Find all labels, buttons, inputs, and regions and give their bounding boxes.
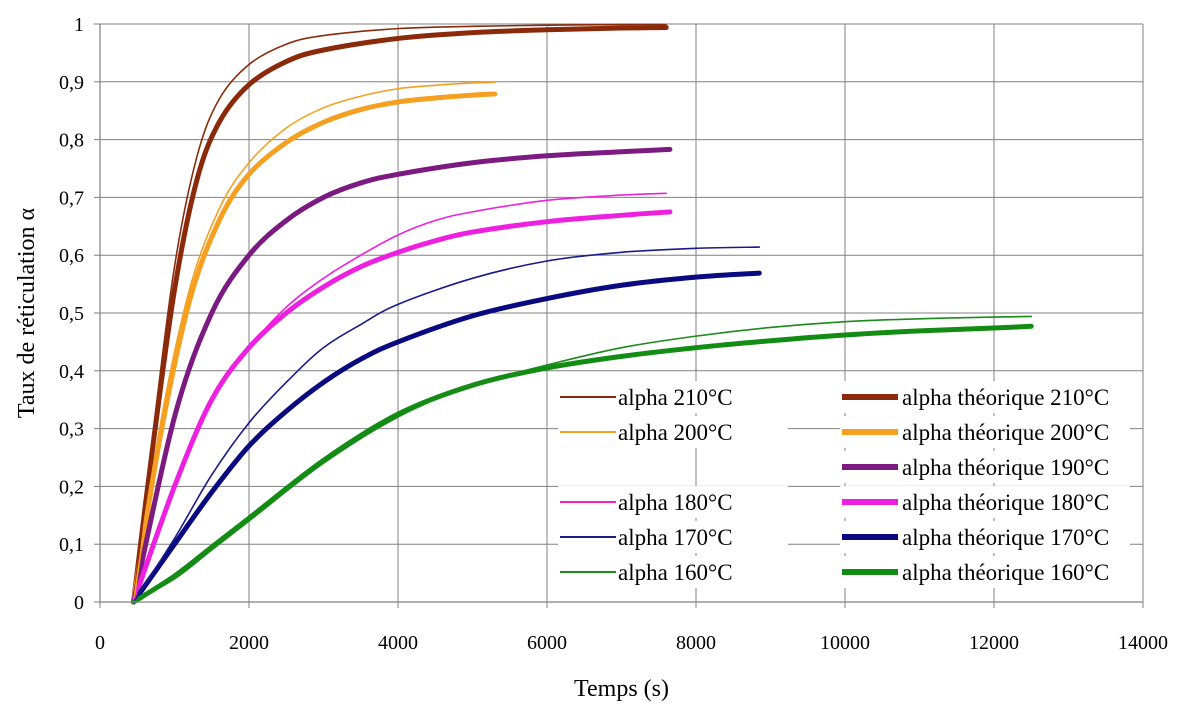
legend-label-alpha-th-orique-190-c: alpha théorique 190°C	[902, 455, 1109, 480]
x-tick-label: 2000	[229, 632, 269, 654]
x-axis-title: Temps (s)	[574, 676, 669, 702]
x-tick-label: 6000	[527, 632, 567, 654]
legend-label-alpha-th-orique-180-c: alpha théorique 180°C	[902, 490, 1109, 515]
grid	[100, 23, 1144, 603]
x-tick-label: 8000	[676, 632, 716, 654]
legend: alpha 210°C alpha 200°C alpha 180°C alpha 1…	[558, 381, 1130, 588]
series-line-alpha-th-orique-200-c	[131, 91, 498, 605]
y-tick-label: 0,5	[59, 303, 84, 325]
legend-label-alpha-th-orique-170-c: alpha théorique 170°C	[902, 525, 1109, 550]
series-line-alpha-170-c	[132, 246, 761, 603]
y-tick-label: 0,4	[59, 361, 84, 383]
y-tick-label: 0,9	[59, 72, 84, 94]
x-tick-label: 4000	[378, 632, 418, 654]
y-tick-label: 0,6	[59, 245, 84, 267]
series-line-alpha-180-c	[132, 192, 667, 603]
y-axis-title: Taux de réticulation α	[14, 208, 40, 419]
legend-label-alpha-200-c: alpha 200°C	[618, 420, 733, 445]
legend-label-alpha-th-orique-160-c: alpha théorique 160°C	[902, 560, 1109, 585]
series-line-alpha-th-orique-190-c	[131, 146, 673, 605]
y-tick-label: 1	[74, 14, 84, 36]
series-line-alpha-th-orique-210-c	[131, 24, 669, 605]
y-tick-label: 0,2	[59, 476, 84, 498]
series-line-alpha-th-orique-170-c	[131, 270, 762, 605]
x-tick-label: 14000	[1118, 632, 1168, 654]
legend-label-alpha-170-c: alpha 170°C	[618, 525, 733, 550]
legend-label-alpha-210-c: alpha 210°C	[618, 385, 733, 410]
y-tick-label: 0,3	[59, 419, 84, 441]
series-line-alpha-210-c	[132, 23, 667, 603]
series-line-alpha-th-orique-160-c	[131, 323, 1034, 605]
x-tick-label: 10000	[820, 632, 870, 654]
legend-label-alpha-180-c: alpha 180°C	[618, 490, 733, 515]
y-tick-label: 0,8	[59, 130, 84, 152]
series-line-alpha-200-c	[132, 81, 496, 603]
series-line-alpha-160-c	[132, 315, 1033, 603]
series-lines	[131, 23, 1034, 605]
x-tick-label: 12000	[969, 632, 1019, 654]
y-tick-label: 0,1	[59, 534, 84, 556]
x-tick-label: 0	[95, 632, 105, 654]
y-tick-label: 0	[74, 592, 84, 614]
axes: 0 0,1 0,2 0,3 0,4 0,5 0,6 0,7 0,8 0,9 1 0 2000 4000 60…	[59, 14, 1168, 654]
legend-label-alpha-th-orique-200-c: alpha théorique 200°C	[902, 420, 1109, 445]
legend-label-alpha-160-c: alpha 160°C	[618, 560, 733, 585]
y-tick-label: 0,7	[59, 187, 84, 209]
legend-label-alpha-th-orique-210-c: alpha théorique 210°C	[902, 385, 1109, 410]
